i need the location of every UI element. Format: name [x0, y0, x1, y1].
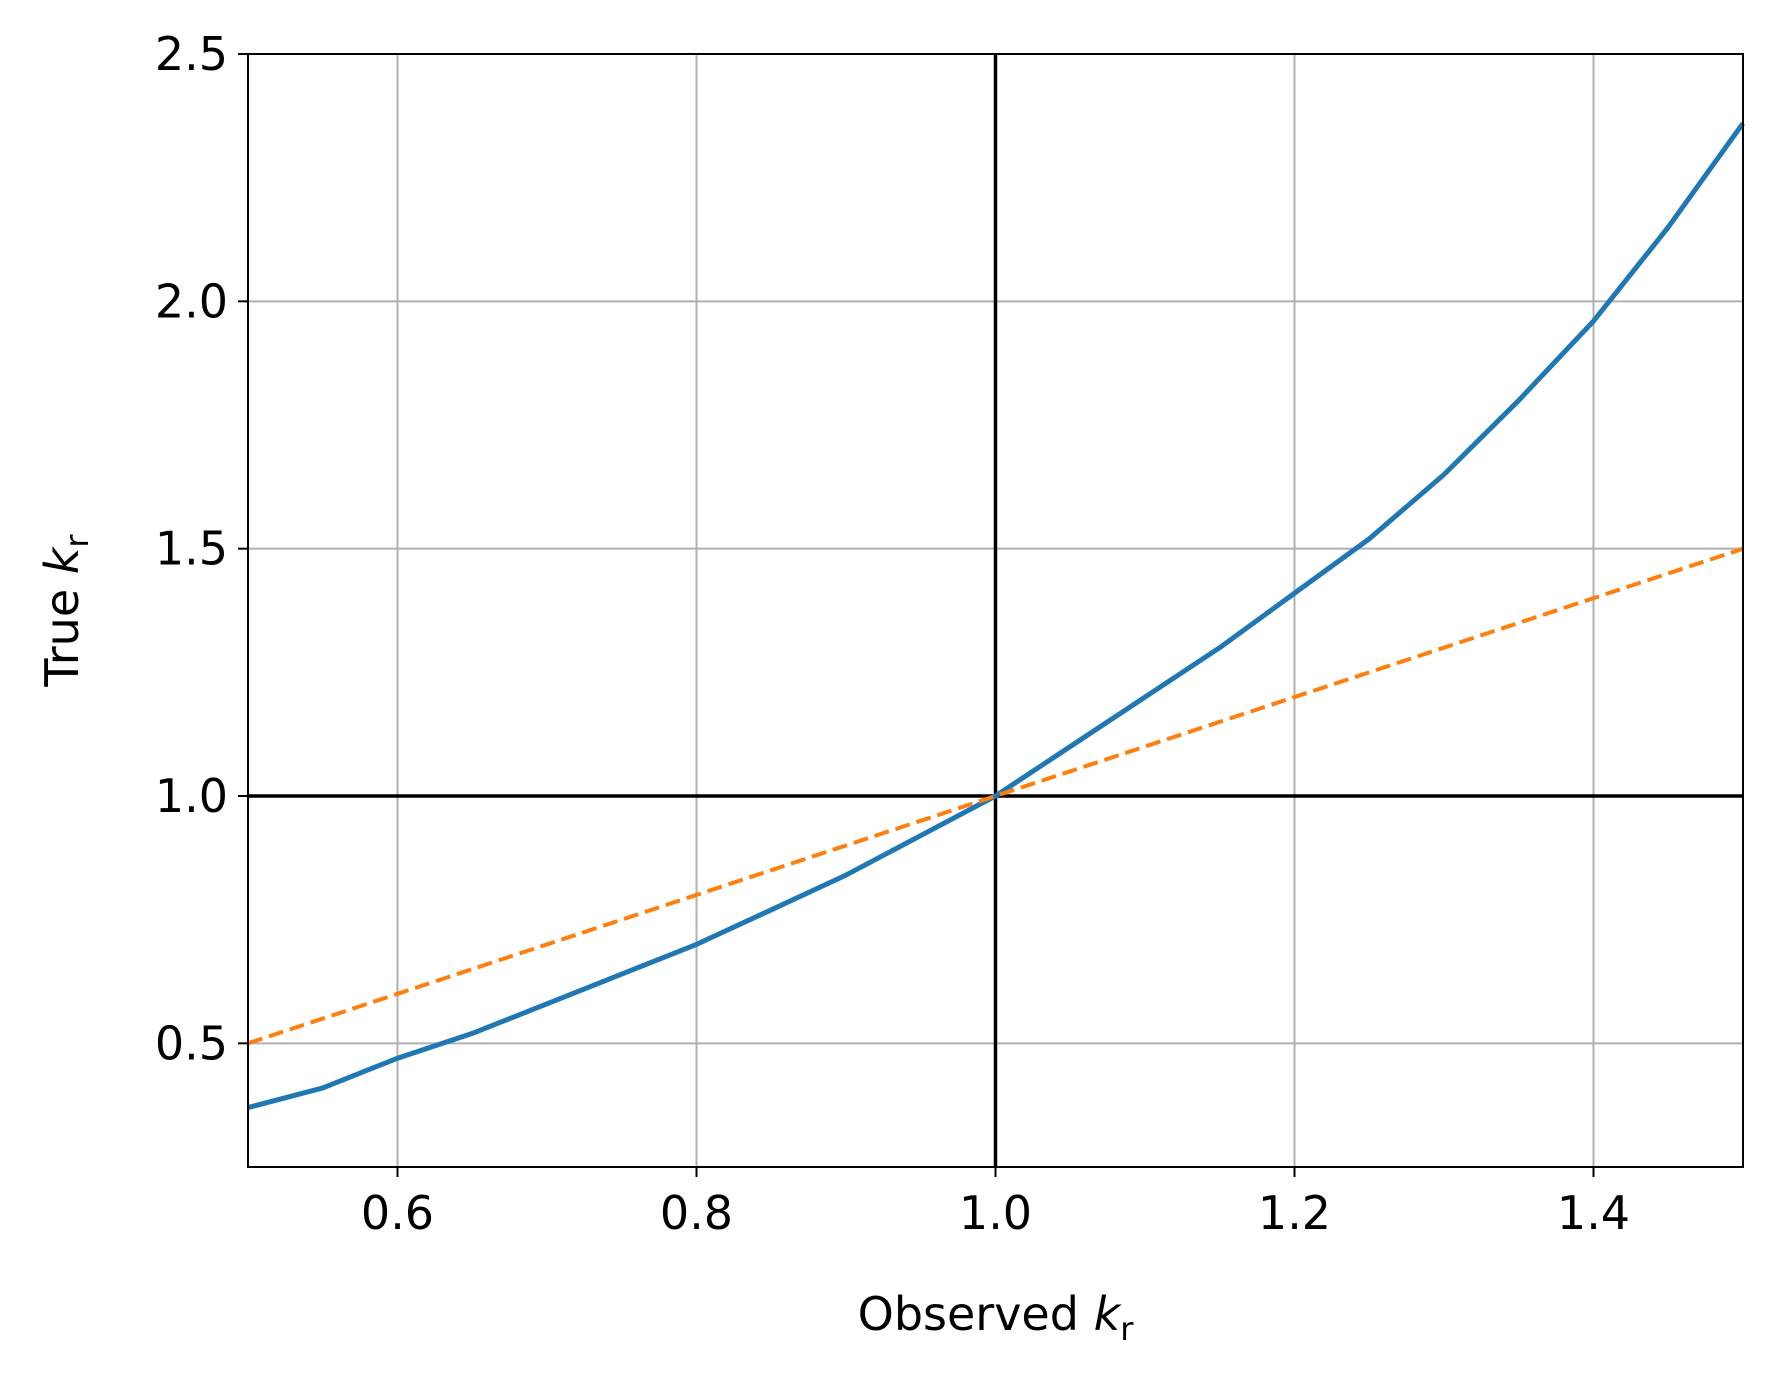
y-tick-label: 2.5 [155, 27, 228, 81]
x-axis-label-symbol: k [1094, 1287, 1123, 1341]
y-axis-label-subscript: r [58, 534, 96, 548]
reference-lines [248, 54, 1743, 1167]
y-tick-label: 2.0 [155, 274, 228, 328]
series-layer [247, 121, 1746, 1111]
x-axis-label: Observed kr [858, 1287, 1135, 1348]
y-tick-label: 1.0 [155, 769, 228, 823]
x-tick-label: 1.2 [1258, 1186, 1331, 1240]
solid-series-line [247, 121, 1746, 1111]
y-axis-label-prefix: True [35, 574, 89, 687]
y-axis-label-symbol: k [35, 545, 89, 574]
dashed-series-line [247, 546, 1744, 1046]
x-axis-ticks: 0.6 0.8 1.0 1.2 1.4 [361, 1167, 1630, 1240]
x-axis-label-subscript: r [1120, 1310, 1134, 1348]
y-axis-label: True kr [35, 534, 96, 688]
y-tick-label: 0.5 [155, 1016, 228, 1070]
x-tick-label: 1.0 [959, 1186, 1032, 1240]
x-axis-label-prefix: Observed [858, 1287, 1094, 1341]
x-tick-label: 0.6 [361, 1186, 434, 1240]
y-axis-ticks: 0.5 1.0 1.5 2.0 2.5 [155, 27, 248, 1070]
x-tick-label: 0.8 [660, 1186, 733, 1240]
y-tick-label: 1.5 [155, 522, 228, 576]
x-tick-label: 1.4 [1557, 1186, 1630, 1240]
